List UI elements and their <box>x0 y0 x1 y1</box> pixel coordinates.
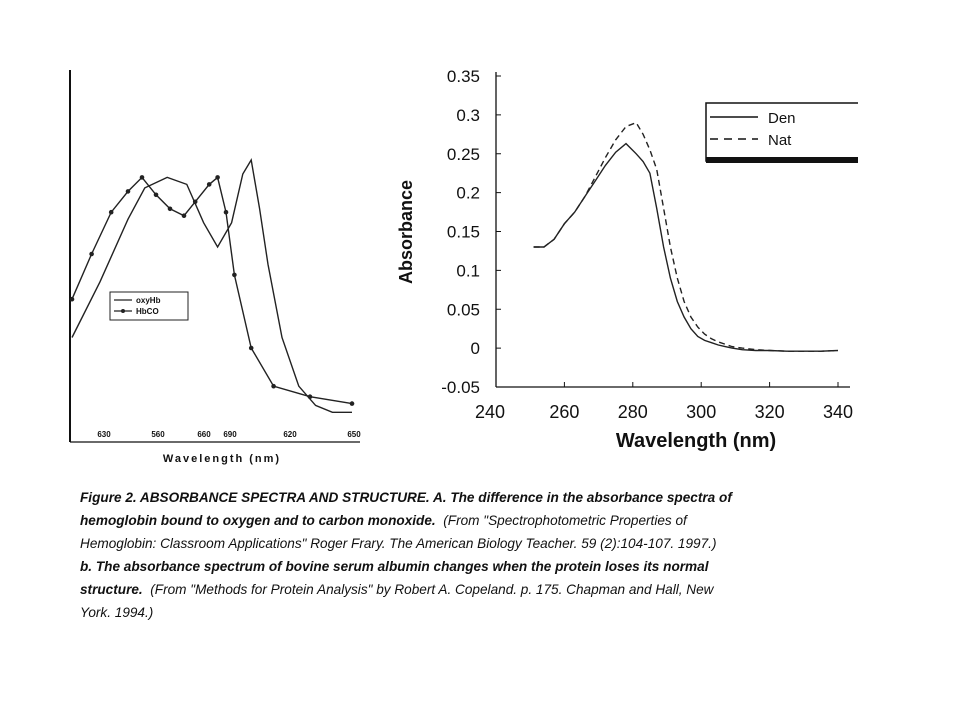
legend-marker-HbCO <box>121 309 125 313</box>
series-line-oxyHb <box>71 158 352 413</box>
legend-label-HbCO: HbCO <box>136 307 159 316</box>
right-y-tick-label: 0.2 <box>456 184 480 203</box>
data-point-HbCO <box>139 175 145 180</box>
right-y-tick-label: 0.3 <box>456 106 480 125</box>
bsa-absorbance-chart: 0.35 0.3 0.25 0.2 0.15 0.1 0.05 0 -0.05 240 260 28… <box>396 67 858 452</box>
data-point-HbCO <box>69 296 75 302</box>
data-point-HbCO <box>181 213 187 218</box>
left-x-axis-label: Wavelength (nm) <box>163 453 281 465</box>
data-point-HbCO <box>125 189 131 194</box>
hemoglobin-spectra-chart: 630 560 660 690 620 650 oxyHb HbCO Wavelength … <box>69 70 361 465</box>
data-point-HbCO <box>248 345 254 351</box>
data-point-HbCO <box>108 209 114 215</box>
right-y-tick-label: 0.05 <box>447 300 480 319</box>
right-y-tick-label: 0.1 <box>456 261 480 280</box>
right-x-tick-label: 240 <box>475 402 505 422</box>
caption-line-3: Hemoglobin: Classroom Applications" Roge… <box>80 536 717 551</box>
legend-label-Nat: Nat <box>768 132 792 149</box>
right-x-tick-label: 280 <box>618 402 648 422</box>
right-x-tick-label: 340 <box>823 402 853 422</box>
data-point-HbCO <box>271 383 276 389</box>
left-axes <box>69 70 360 443</box>
caption-line-5: structure. (From "Methods for Protein An… <box>80 578 860 601</box>
legend-label-Den: Den <box>768 110 796 127</box>
left-legend: oxyHb HbCO <box>109 291 189 321</box>
data-point-HbCO <box>307 394 313 400</box>
series-line-HbCO <box>71 176 353 405</box>
series-line-Nat <box>533 121 839 352</box>
series-line-Den <box>533 142 839 352</box>
legend-label-oxyHb: oxyHb <box>136 296 161 305</box>
left-x-tick-label: 660 <box>197 430 211 439</box>
caption-line-2-main: hemoglobin bound to oxygen and to carbon… <box>80 513 436 528</box>
right-x-tick-label: 300 <box>686 402 716 422</box>
caption-line-5-source: (From "Methods for Protein Analysis" by … <box>150 582 714 597</box>
data-point-HbCO <box>89 251 94 257</box>
right-x-tick-label: 260 <box>549 402 579 422</box>
left-x-tick-label: 560 <box>151 430 165 439</box>
right-legend-box <box>705 102 858 162</box>
caption-line-4: b. The absorbance spectrum of bovine ser… <box>80 559 709 574</box>
right-legend: Den Nat <box>705 102 858 163</box>
caption-line-1: Figure 2. ABSORBANCE SPECTRA AND STRUCTU… <box>80 490 732 505</box>
data-point-HbCO <box>215 175 220 180</box>
right-y-tick-label: 0 <box>471 339 480 358</box>
caption-line-6: York. 1994.) <box>80 605 154 620</box>
caption-line-2-source: (From "Spectrophotometric Properties of <box>443 513 687 528</box>
right-legend-shadow <box>706 157 858 163</box>
right-x-tick-label: 320 <box>755 402 785 422</box>
left-series-lines <box>69 158 355 413</box>
data-point-HbCO <box>167 206 173 212</box>
right-series-lines <box>533 121 839 352</box>
left-x-tick-labels: 630 560 660 690 620 650 <box>97 430 361 439</box>
data-point-HbCO <box>206 182 212 187</box>
left-x-tick-label: 690 <box>223 430 237 439</box>
figure-caption: Figure 2. ABSORBANCE SPECTRA AND STRUCTU… <box>80 486 860 624</box>
left-x-tick-label: 620 <box>283 430 297 439</box>
left-legend-box <box>109 291 189 321</box>
right-y-tick-label: 0.25 <box>447 145 480 164</box>
right-y-axis-label: Absorbance <box>396 180 416 284</box>
left-x-tick-label: 630 <box>97 430 111 439</box>
data-point-HbCO <box>223 209 229 215</box>
right-y-tick-label: 0.15 <box>447 223 480 242</box>
right-x-tick-labels: 240 260 280 300 320 340 <box>475 402 853 422</box>
right-y-tick-labels: 0.35 0.3 0.25 0.2 0.15 0.1 0.05 0 -0.05 <box>441 67 480 397</box>
right-y-tick-label: -0.05 <box>441 378 480 397</box>
right-x-axis-label: Wavelength (nm) <box>616 430 776 452</box>
right-axes <box>495 72 850 388</box>
caption-line-2: hemoglobin bound to oxygen and to carbon… <box>80 509 860 532</box>
right-y-tick-label: 0.35 <box>447 67 480 86</box>
data-point-HbCO <box>232 272 237 278</box>
data-point-HbCO <box>153 192 159 198</box>
left-x-tick-label: 650 <box>347 430 361 439</box>
data-point-HbCO <box>192 199 198 205</box>
data-point-HbCO <box>349 401 355 406</box>
caption-line-5-main: structure. <box>80 582 143 597</box>
